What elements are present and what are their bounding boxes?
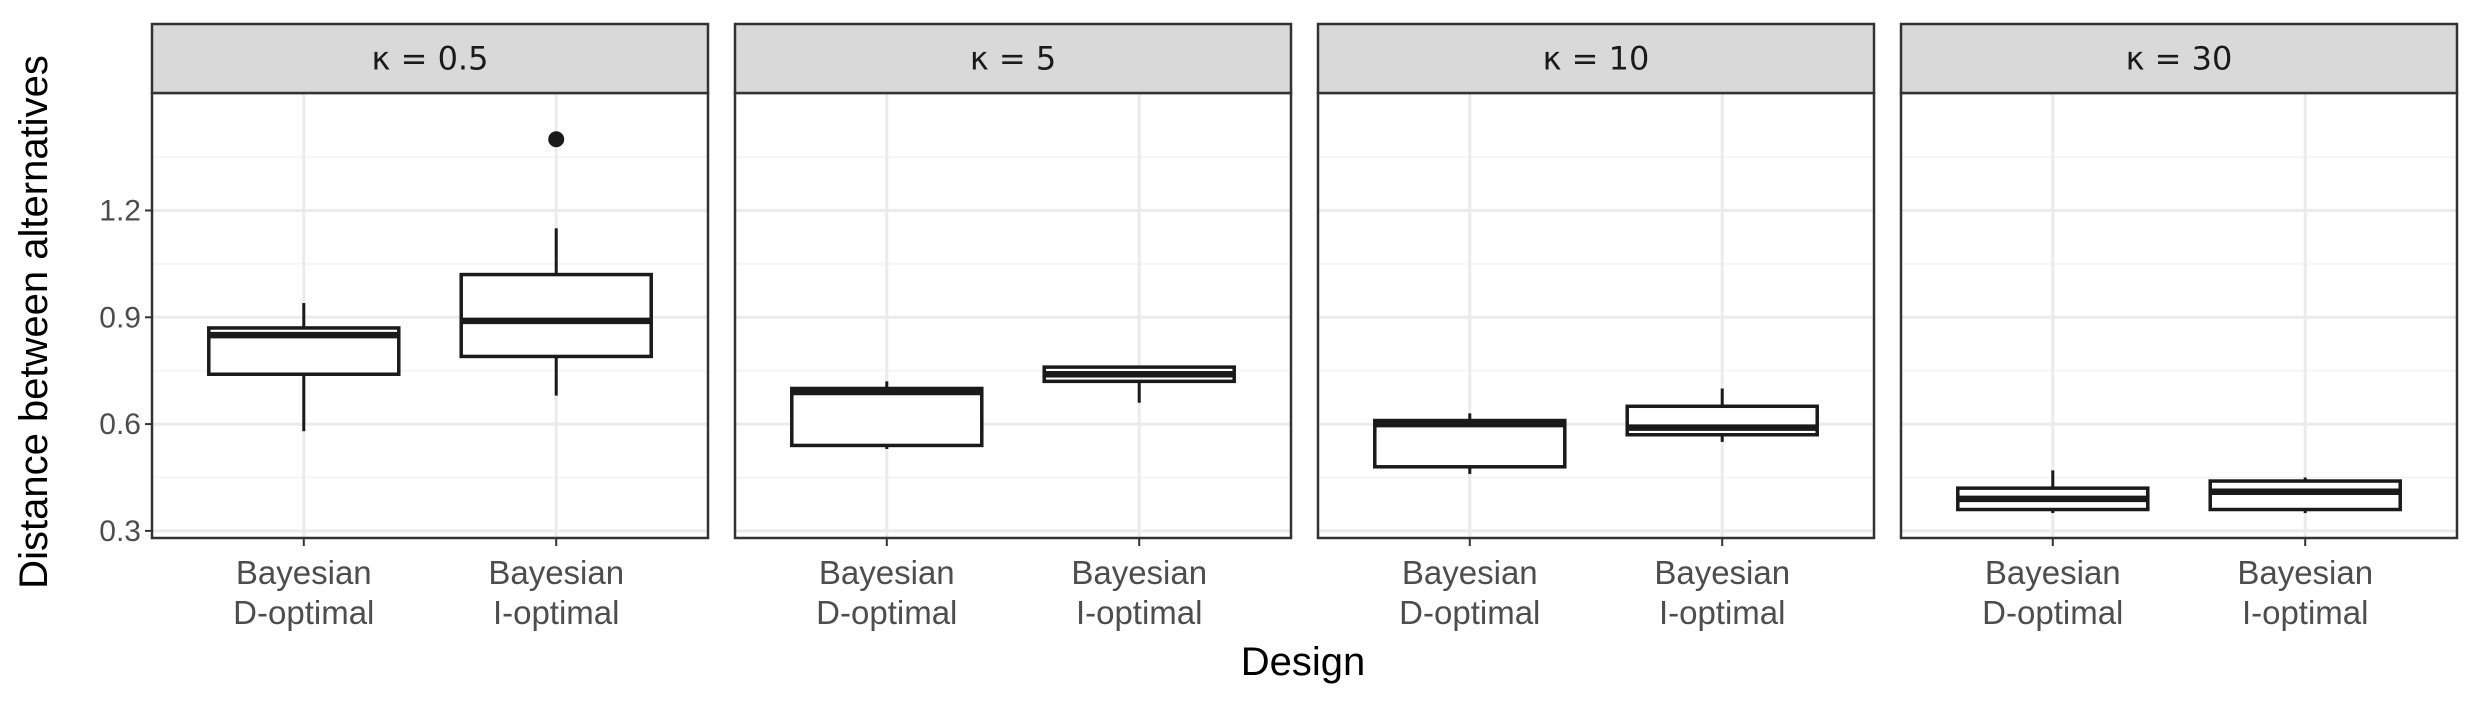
x-tick-label: I-optimal — [1659, 594, 1786, 631]
facet-panels: 0.30.60.91.2κ = 0.5BayesianD-optimalBaye… — [99, 22, 2459, 631]
boxplot — [790, 381, 984, 449]
boxplot — [1042, 365, 1236, 403]
box-iqr — [2208, 479, 2402, 512]
y-tick-label: 1.2 — [99, 194, 141, 227]
facet-strip-label: κ = 10 — [1543, 40, 1650, 78]
box-iqr — [459, 272, 653, 359]
boxplot — [1956, 470, 2150, 514]
x-tick-label: Bayesian — [819, 554, 955, 591]
panel-background — [1901, 93, 2457, 538]
x-tick-label: I-optimal — [493, 594, 620, 631]
x-tick-label: D-optimal — [233, 594, 374, 631]
x-tick-label: D-optimal — [1399, 594, 1540, 631]
x-axis-title: Design — [1241, 640, 1366, 684]
facet-strip — [150, 22, 710, 95]
facet-strip-label: κ = 0.5 — [372, 40, 489, 78]
y-tick-label: 0.9 — [99, 301, 141, 334]
boxplot — [459, 131, 653, 396]
x-tick-label: I-optimal — [2242, 594, 2369, 631]
box-iqr — [1373, 418, 1567, 469]
boxplot — [1373, 413, 1567, 474]
facet-strip — [733, 22, 1293, 95]
facet-strip — [1899, 22, 2459, 95]
box-iqr — [790, 386, 984, 448]
panel-background — [1318, 93, 1874, 538]
x-tick-label: Bayesian — [488, 554, 624, 591]
outlier-point — [548, 131, 565, 148]
boxplot — [207, 303, 401, 432]
x-tick-label: Bayesian — [1071, 554, 1207, 591]
x-tick-label: Bayesian — [1654, 554, 1790, 591]
boxplot — [1625, 388, 1819, 442]
facet-panel: κ = 0.5BayesianD-optimalBayesianI-optima… — [150, 22, 710, 631]
x-tick-label: Bayesian — [1985, 554, 2121, 591]
facet-strip-label: κ = 30 — [2126, 40, 2233, 78]
x-tick-label: Bayesian — [2237, 554, 2373, 591]
x-tick-label: I-optimal — [1076, 594, 1203, 631]
x-tick-label: D-optimal — [1982, 594, 2123, 631]
boxplot — [2208, 477, 2402, 514]
x-tick-label: D-optimal — [816, 594, 957, 631]
facet-strip — [1316, 22, 1876, 95]
y-axis-title: Distance between alternatives — [12, 55, 56, 589]
facet-strip-label: κ = 5 — [970, 40, 1056, 78]
x-tick-label: Bayesian — [1402, 554, 1538, 591]
x-tick-label: Bayesian — [236, 554, 372, 591]
panel-background — [735, 93, 1291, 538]
y-tick-label: 0.6 — [99, 408, 141, 441]
y-tick-label: 0.3 — [99, 515, 141, 548]
